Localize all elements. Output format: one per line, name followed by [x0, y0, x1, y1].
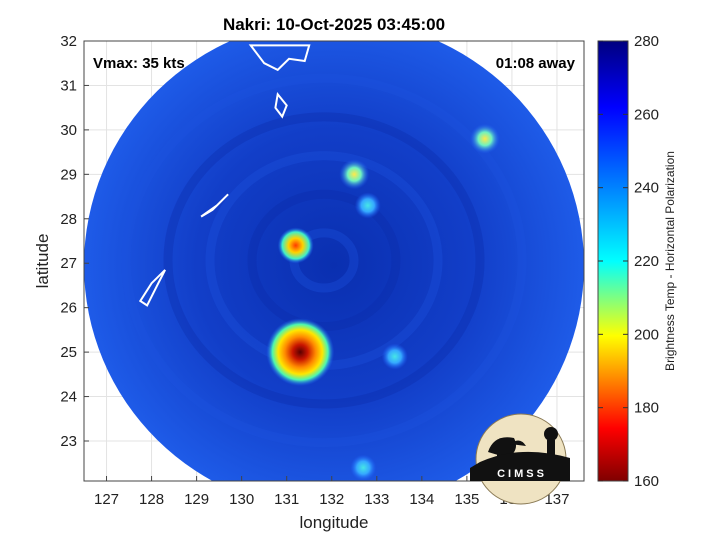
chart-title: Nakri: 10-Oct-2025 03:45:00	[223, 15, 445, 34]
satellite-dish-icon	[488, 437, 516, 458]
coastline	[200, 193, 229, 218]
x-tick-label: 133	[364, 491, 389, 508]
x-tick-label: 132	[319, 491, 344, 508]
logo-text: CIMSS	[497, 468, 547, 480]
rain-band	[163, 112, 485, 409]
y-tick-label: 32	[60, 33, 77, 50]
convective-cell	[339, 159, 370, 190]
water-tower-legs	[547, 440, 555, 464]
y-tick-label: 27	[60, 255, 77, 272]
convective-cell	[381, 343, 408, 370]
coastlines	[138, 44, 311, 307]
colorbar-tick-label: 220	[634, 253, 659, 270]
convective-cell	[354, 192, 381, 219]
convective-cell	[266, 318, 335, 387]
time-offset-annotation: 01:08 away	[496, 55, 576, 72]
colorbar-tick-label: 240	[634, 180, 659, 197]
colorbar-tick-label: 200	[634, 326, 659, 343]
x-tick-label: 135	[454, 491, 479, 508]
x-tick-label: 131	[274, 491, 299, 508]
y-tick-label: 29	[60, 166, 77, 183]
plot-frame	[83, 40, 585, 482]
colorbar-ticks: 280 260 240 220 200 180 160	[598, 33, 659, 490]
x-tick-label: 128	[139, 491, 164, 508]
small-dish-icon	[510, 440, 526, 446]
rain-band	[121, 73, 527, 448]
x-tick-label: 134	[409, 491, 434, 508]
x-axis-label: longitude	[299, 513, 368, 532]
colorbar-tick-label: 260	[634, 106, 659, 123]
y-tick-label: 24	[60, 389, 77, 406]
coastline	[138, 269, 166, 307]
colorbar-tick-label: 280	[634, 33, 659, 50]
y-axis-label: latitude	[33, 234, 52, 289]
x-tick-label: 127	[94, 491, 119, 508]
y-tick-label: 31	[60, 77, 77, 94]
convective-cell	[469, 123, 500, 154]
microwave-swath	[84, 41, 584, 481]
y-tick-label: 26	[60, 300, 77, 317]
y-tick-label: 25	[60, 344, 77, 361]
colorbar-tick-label: 160	[634, 473, 659, 490]
axis-ticks: 1271281291301311321331341351361373231302…	[60, 33, 569, 508]
cimss-logo: CIMSS	[470, 413, 570, 505]
colorbar-label: Brightness Temp - Horizontal Polarizatio…	[663, 151, 677, 371]
coastline	[274, 91, 288, 119]
convective-cell	[277, 227, 314, 264]
x-tick-label: 137	[544, 491, 569, 508]
vmax-annotation: Vmax: 35 kts	[93, 55, 185, 72]
logo-hill	[470, 451, 570, 481]
colorbar-tick-label: 180	[634, 400, 659, 417]
rain-band	[247, 189, 401, 332]
y-tick-label: 23	[60, 433, 77, 450]
convective-cell	[350, 454, 377, 481]
swath-disc	[84, 41, 584, 481]
x-tick-label: 130	[229, 491, 254, 508]
coastline	[248, 44, 311, 72]
y-tick-label: 30	[60, 122, 77, 139]
y-tick-label: 28	[60, 211, 77, 228]
x-tick-label: 129	[184, 491, 209, 508]
water-tower-icon	[544, 427, 558, 441]
